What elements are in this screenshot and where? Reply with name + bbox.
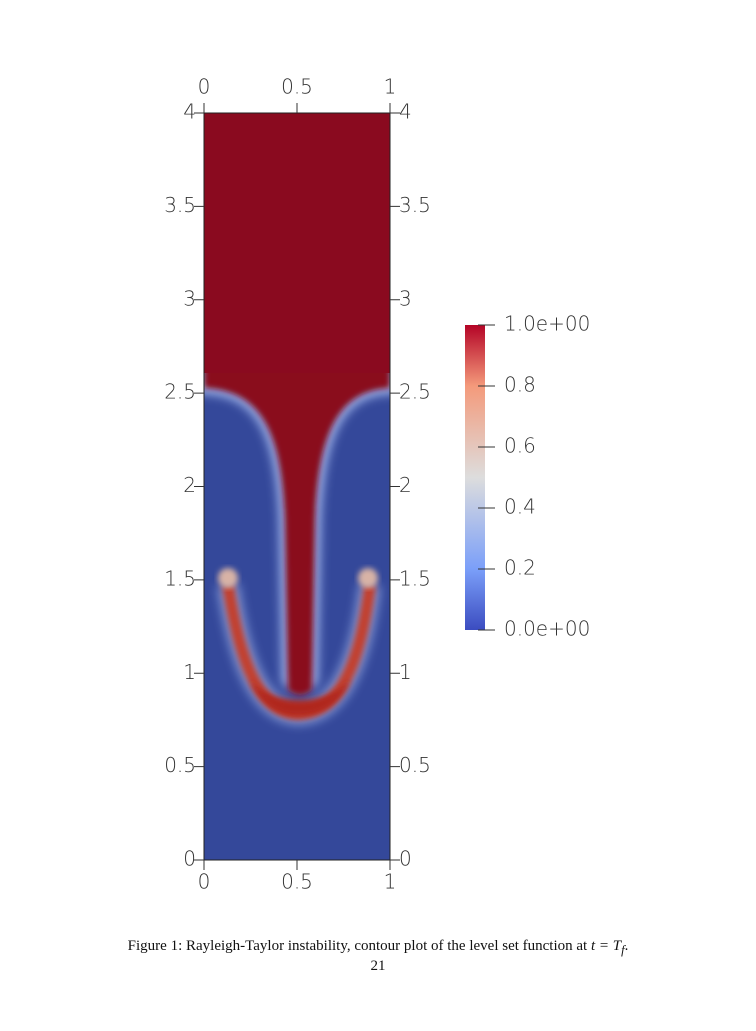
y-tick-label: 4 xyxy=(399,100,412,124)
colorbar xyxy=(465,325,485,630)
figure: 0 00.5 0.51 11.5 1.52 22.5 2.53 33.5 3.54 4000.50… xyxy=(164,75,590,894)
y-tick-label: 2.5 xyxy=(164,380,196,404)
y-tick-label: 1.5 xyxy=(164,566,196,590)
y-tick-label: 1 xyxy=(399,660,412,684)
y-tick-label: 2.5 xyxy=(399,380,431,404)
y-tick-label: 0 xyxy=(399,847,412,871)
y-tick-label: 2 xyxy=(183,473,196,497)
x-tick-label: 0 xyxy=(198,75,211,99)
colorbar-tick-label: 0.4 xyxy=(504,495,536,519)
level-set-field xyxy=(204,113,390,860)
y-tick-label: 0.5 xyxy=(164,753,196,777)
y-tick-label: 1 xyxy=(183,660,196,684)
y-tick-label: 0 xyxy=(183,847,196,871)
colorbar-tick-label: 0.8 xyxy=(504,373,536,397)
x-tick-label: 1 xyxy=(384,870,397,894)
y-tick-label: 0.5 xyxy=(399,753,431,777)
caption-prefix: Figure 1: xyxy=(127,938,183,954)
y-tick-label: 2 xyxy=(399,473,412,497)
page-number: 21 xyxy=(370,958,386,974)
colorbar-tick-label: 0.0e+00 xyxy=(504,617,590,641)
y-tick-label: 3.5 xyxy=(399,193,431,217)
x-tick-label: 1 xyxy=(384,75,397,99)
colorbar-tick-label: 1.0e+00 xyxy=(504,312,590,336)
caption: Figure 1: Rayleigh-Taylor instability, c… xyxy=(0,938,756,958)
x-tick-label: 0.5 xyxy=(281,75,313,99)
x-tick-label: 0.5 xyxy=(281,870,313,894)
y-tick-label: 3.5 xyxy=(164,193,196,217)
y-tick-label: 3 xyxy=(399,286,412,310)
caption-end: . xyxy=(624,938,629,954)
x-tick-label: 0 xyxy=(198,870,211,894)
y-tick-label: 4 xyxy=(183,100,196,124)
colorbar-tick-label: 0.6 xyxy=(504,434,536,458)
caption-math: t = T xyxy=(590,938,622,954)
y-tick-label: 3 xyxy=(183,286,196,310)
y-tick-label: 1.5 xyxy=(399,566,431,590)
caption-subscript: f xyxy=(621,943,625,957)
caption-text: Rayleigh-Taylor instability, contour plo… xyxy=(186,938,588,954)
colorbar-tick-label: 0.2 xyxy=(504,556,536,580)
